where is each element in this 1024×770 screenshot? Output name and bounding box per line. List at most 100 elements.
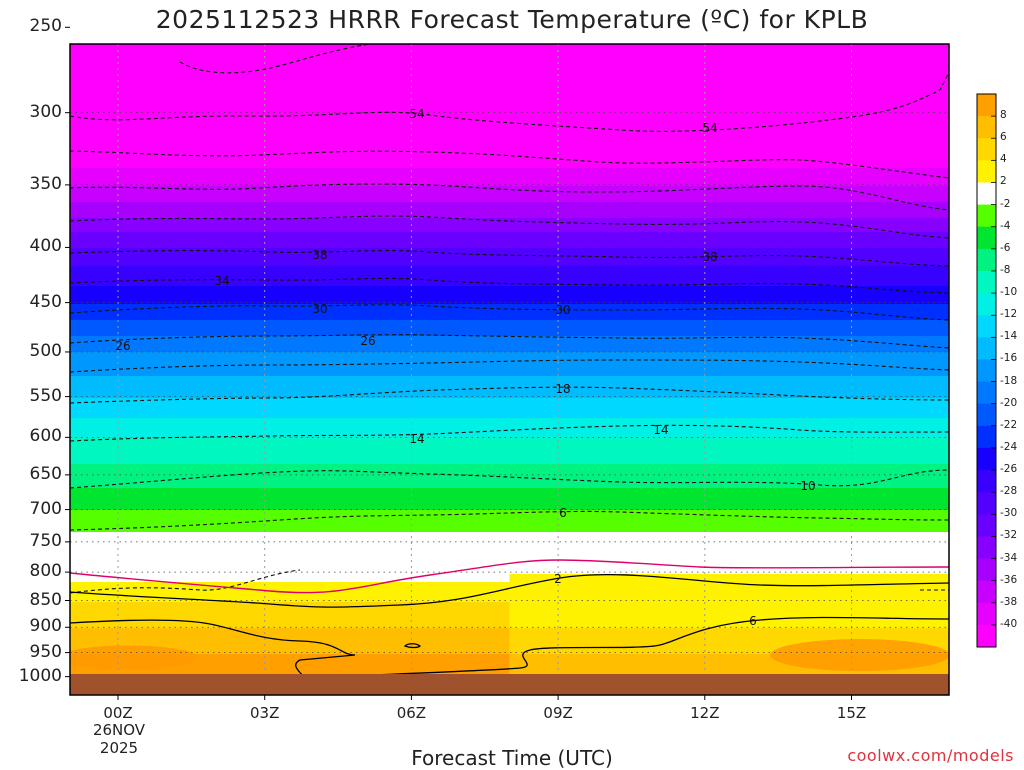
temperature-band [509,172,949,175]
temperature-band [70,428,511,431]
temperature-band [70,254,511,257]
colorbar-label: -6 [1000,241,1011,254]
temperature-band [509,398,949,401]
temperature-band [70,526,511,529]
temperature-band [70,126,511,129]
y-tick-label: 650 [29,463,62,484]
temperature-band [70,456,511,459]
y-tick-label: 350 [29,173,62,194]
temperature-band [509,226,949,229]
colorbar-label: -2 [1000,197,1011,210]
temperature-band [70,180,511,183]
contour-label: 54 [409,107,424,121]
temperature-band [509,496,949,499]
colorbar-swatch [977,160,996,183]
temperature-band [70,422,511,425]
temperature-band [70,258,511,261]
temperature-band [509,244,949,247]
temperature-band [70,654,511,657]
colorbar-label: -38 [1000,595,1018,608]
temperature-band [509,472,949,475]
contour-label: 2 [554,572,562,586]
temperature-band [509,260,949,263]
temperature-band [70,660,511,663]
temperature-band [509,542,949,545]
temperature-band [70,530,511,533]
temperature-band [509,470,949,473]
temperature-band [70,48,511,51]
temperature-band [70,528,511,531]
colorbar-swatch [977,624,996,648]
temperature-band [509,76,949,79]
temperature-band [509,580,949,583]
temperature-band [70,410,511,413]
temperature-band [509,410,949,413]
temperature-band [70,240,511,243]
temperature-band [70,492,511,495]
temperature-band [70,194,511,197]
temperature-band [70,316,511,319]
temperature-band [70,420,511,423]
temperature-band [70,638,511,641]
temperature-band [70,616,511,619]
temperature-band [70,448,511,451]
temperature-band [509,520,949,523]
temperature-band [70,148,511,151]
colorbar-label: -16 [1000,352,1018,365]
temperature-band [70,86,511,89]
temperature-band [509,404,949,407]
y-tick-label: 950 [29,641,62,662]
temperature-band [70,58,511,61]
temperature-band [70,544,511,547]
temperature-band [70,652,511,655]
temperature-band [509,214,949,217]
temperature-band [70,596,511,599]
temperature-band [509,392,949,395]
temperature-band [70,210,511,213]
temperature-band [70,92,511,95]
temperature-band [509,380,949,383]
temperature-band [70,156,511,159]
temperature-band [70,458,511,461]
temperature-band [70,404,511,407]
colorbar-label: -30 [1000,507,1018,520]
temperature-band [509,512,949,515]
temperature-band [509,500,949,503]
temperature-band [509,112,949,115]
temperature-band [509,154,949,157]
temperature-band [509,182,949,185]
temperature-band [70,350,511,353]
temperature-band [70,412,511,415]
temperature-band [509,284,949,287]
temperature-band [509,304,949,307]
temperature-band [70,472,511,475]
temperature-band [70,490,511,493]
temperature-band [509,400,949,403]
temperature-band [70,344,511,347]
temperature-band [70,608,511,611]
temperature-band [70,642,511,645]
temperature-band [509,560,949,563]
temperature-band [70,376,511,379]
temperature-band [70,540,511,543]
temperature-band [70,524,511,527]
isotherm-dashed [70,510,949,531]
temperature-band [509,252,949,255]
temperature-band [509,228,949,231]
temperature-band [509,664,949,667]
temperature-band [509,314,949,317]
temperature-band [70,514,511,517]
temperature-band [509,420,949,423]
temperature-band [70,462,511,465]
colorbar-label: -24 [1000,440,1018,453]
colorbar-swatch [977,425,996,449]
temperature-band [70,328,511,331]
temperature-band [509,524,949,527]
temperature-band [509,440,949,443]
temperature-band [70,108,511,111]
temperature-band [509,548,949,551]
x-tick-label: 09Z [543,704,573,722]
temperature-band [70,44,511,47]
isotherm-dashed [70,469,949,489]
colorbar-swatch [977,470,996,493]
